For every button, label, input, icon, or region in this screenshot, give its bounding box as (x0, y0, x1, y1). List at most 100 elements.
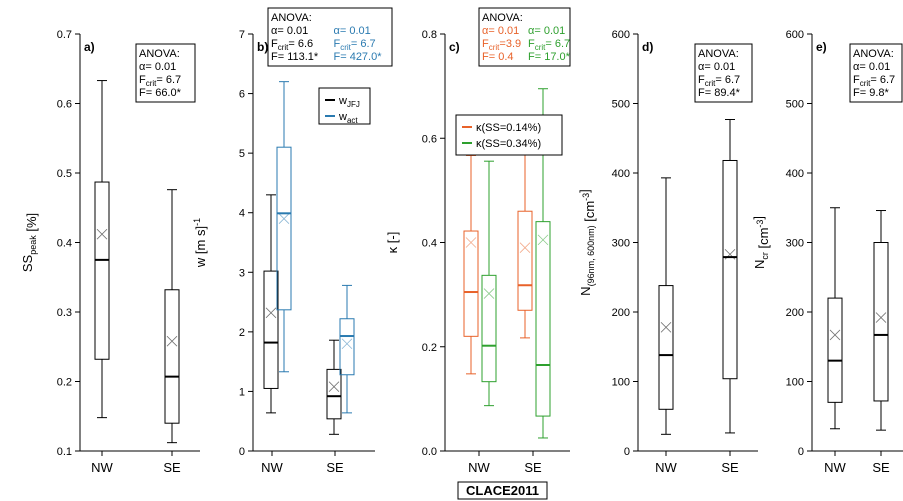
anova-value: Fcrit=3.9 (482, 38, 521, 52)
anova-value: α= 0.01 (853, 61, 890, 73)
anova-header: ANOVA: (139, 48, 180, 60)
anova-value: F= 0.4 (482, 51, 514, 63)
y-tick-label: 7 (239, 29, 245, 41)
x-tick-label-nw: NW (824, 460, 846, 475)
box-iqr (535, 221, 551, 417)
y-axis-label: N(96nm, 600nm) [cm-3] (577, 189, 597, 296)
anova-value: Fcrit= 6.7 (698, 74, 740, 88)
mean-marker (96, 228, 108, 240)
anova-value: α= 0.01 (482, 25, 519, 37)
anova-frame (849, 43, 903, 103)
x-tick-label-nw: NW (468, 460, 490, 475)
y-tick-label: 3 (239, 267, 245, 279)
anova-value: Fcrit= 6.7 (139, 74, 181, 88)
y-tick-label: 0.8 (422, 29, 437, 41)
y-tick-label: 0.6 (57, 99, 72, 111)
y-tick-label: 0 (624, 446, 630, 458)
box-iqr (827, 297, 843, 403)
box-iqr (164, 289, 180, 424)
legend-box (455, 114, 563, 156)
anova-frame (694, 43, 753, 103)
anova-frame (478, 7, 571, 67)
y-tick-label: 100 (786, 377, 804, 389)
box-se (722, 118, 738, 434)
anova-value: α= 0.01 (698, 61, 735, 73)
anova-header: ANOVA: (271, 12, 312, 24)
y-tick-label: 400 (612, 168, 630, 180)
campaign-caption: CLACE2011 (457, 481, 548, 500)
mean-marker (875, 312, 887, 323)
y-tick-label: 100 (612, 377, 630, 389)
y-tick-label: 4 (239, 208, 245, 220)
mean-marker (829, 329, 841, 341)
panel-label: a) (84, 40, 95, 54)
y-axis-label: w [m s]-1 (192, 218, 208, 268)
y-tick-label: 0.5 (57, 168, 72, 180)
y-tick-label: 0.7 (57, 29, 72, 41)
y-tick-label: 0.2 (422, 342, 437, 354)
y-tick-label: 5 (239, 148, 245, 160)
mean-marker (519, 242, 531, 253)
anova-value: Fcrit= 6.6 (271, 38, 313, 52)
box-nw-0 (263, 194, 279, 414)
y-tick-label: 400 (786, 168, 804, 180)
mean-marker (483, 288, 495, 299)
box-nw (94, 80, 110, 419)
box-iqr (463, 230, 479, 337)
mean-marker (724, 249, 736, 260)
y-tick-label: 300 (786, 238, 804, 250)
legend-box (318, 87, 371, 125)
anova-value: α= 0.01 (528, 25, 565, 37)
y-tick-label: 0 (798, 446, 804, 458)
box-se-1 (339, 284, 355, 414)
y-tick-label: 0.4 (57, 238, 72, 250)
panel-label: c) (449, 40, 460, 54)
anova-value: F= 89.4* (698, 87, 741, 99)
anova-value: α= 0.01 (334, 25, 371, 37)
box-iqr (481, 274, 497, 383)
campaign-caption-box (457, 481, 548, 500)
anova-value: Fcrit= 6.7 (853, 74, 895, 88)
anova-frame (135, 43, 196, 103)
anova-value: F= 17.0* (528, 51, 571, 63)
anova-value: F= 113.1* (271, 51, 319, 63)
x-tick-label-nw: NW (91, 460, 113, 475)
legend: wJFJ wact (318, 87, 371, 125)
panel-label: b) (257, 40, 268, 54)
box-iqr (517, 210, 533, 311)
box-nw (658, 177, 674, 435)
box-se-0 (517, 149, 533, 339)
box-iqr (873, 242, 889, 402)
panel-e: 0 100 200 300 400 500 600 NW SE e) Ncr [cm-3] ANOVA… (751, 29, 903, 475)
y-tick-label: 0.4 (422, 238, 437, 250)
box-se-0 (326, 339, 342, 435)
anova-header: ANOVA: (482, 12, 523, 24)
y-tick-label: 0.1 (57, 446, 72, 458)
y-tick-label: 600 (786, 29, 804, 41)
x-tick-label-se: SE (524, 460, 542, 475)
y-tick-label: 1 (239, 386, 245, 398)
y-tick-label: 0.0 (422, 446, 437, 458)
box-se (164, 189, 180, 444)
box-iqr (263, 270, 279, 389)
y-tick-label: 2 (239, 327, 245, 339)
panel-c: 0.00.20.40.60.8NW SEc)κ [-]κ(SS=0.14%)κ(S… (385, 7, 571, 475)
y-axis-label: κ [-] (385, 232, 400, 254)
mean-marker (341, 338, 353, 350)
y-tick-label: 200 (612, 307, 630, 319)
box-iqr (722, 159, 738, 380)
y-axis-label: SSpeak [%] (20, 213, 39, 272)
anova-value: Fcrit= 6.7 (334, 38, 376, 52)
x-tick-label-nw: NW (261, 460, 283, 475)
legend-entry: wJFJ (338, 95, 360, 109)
box-iqr (276, 146, 292, 311)
x-tick-label-nw: NW (655, 460, 677, 475)
mean-marker (465, 237, 477, 248)
anova-value: F= 9.8* (853, 87, 889, 99)
